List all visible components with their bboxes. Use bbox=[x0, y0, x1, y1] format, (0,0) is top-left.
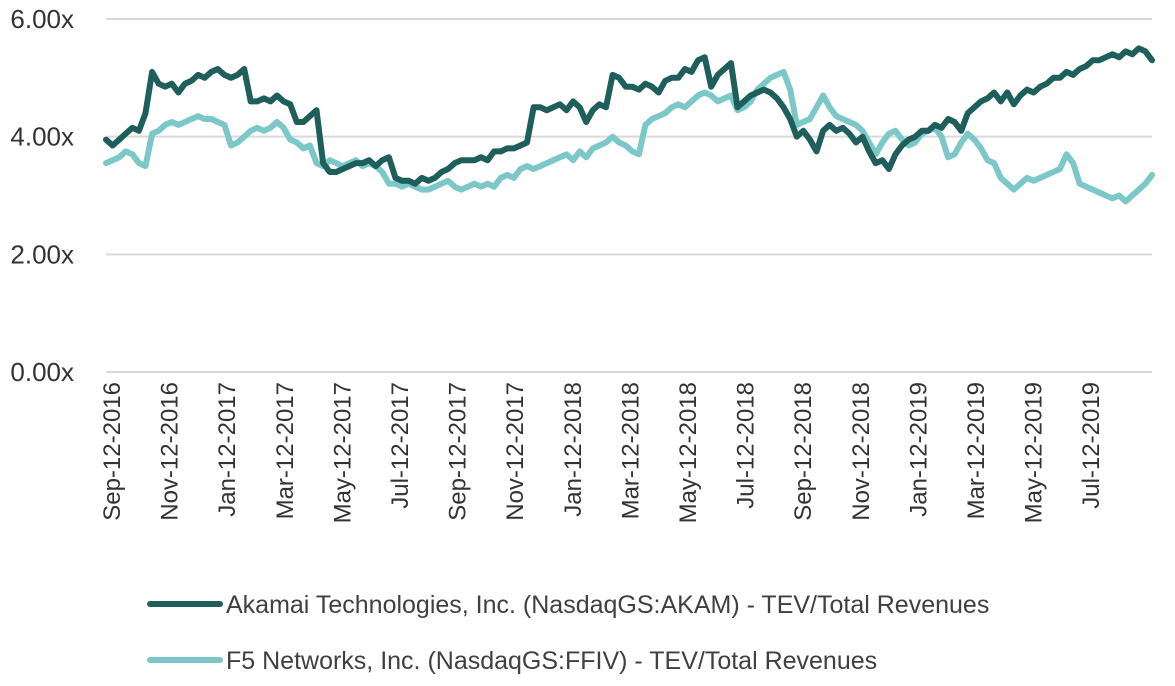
legend-label-akamai: Akamai Technologies, Inc. (NasdaqGS:AKAM… bbox=[226, 591, 989, 619]
x-tick-label: Mar-12-2017 bbox=[272, 382, 299, 519]
x-tick-label: Mar-12-2019 bbox=[963, 382, 990, 519]
x-tick-label: Sep-12-2016 bbox=[99, 382, 126, 521]
x-tick-label: May-12-2017 bbox=[329, 382, 356, 523]
x-tick-label: Jul-12-2018 bbox=[733, 382, 760, 509]
y-tick-label: 0.00x bbox=[10, 357, 74, 387]
x-tick-label: Jul-12-2017 bbox=[387, 382, 414, 509]
x-tick-label: Nov-12-2016 bbox=[157, 382, 184, 521]
x-tick-label: Sep-12-2018 bbox=[790, 382, 817, 521]
legend-label-f5: F5 Networks, Inc. (NasdaqGS:FFIV) - TEV/… bbox=[226, 647, 877, 675]
x-tick-label: Jan-12-2018 bbox=[560, 382, 587, 517]
x-tick-label: Jul-12-2019 bbox=[1078, 382, 1105, 509]
series-lines bbox=[103, 45, 1155, 205]
legend: Akamai Technologies, Inc. (NasdaqGS:AKAM… bbox=[147, 591, 989, 675]
x-tick-label: May-12-2018 bbox=[675, 382, 702, 523]
y-tick-label: 6.00x bbox=[10, 4, 74, 34]
gridlines bbox=[106, 18, 1152, 373]
x-tick-label: Sep-12-2017 bbox=[445, 382, 472, 521]
x-tick-label: Mar-12-2018 bbox=[617, 382, 644, 519]
series-line-f5 bbox=[103, 68, 1155, 205]
x-tick-label: Jan-12-2019 bbox=[905, 382, 932, 517]
series-line-akamai bbox=[103, 45, 1155, 187]
y-axis-ticks: 0.00x 2.00x 4.00x 6.00x bbox=[10, 4, 74, 387]
x-tick-label: Nov-12-2017 bbox=[502, 382, 529, 521]
x-axis-ticks: Sep-12-2016 Nov-12-2016 Jan-12-2017 Mar-12-… bbox=[99, 382, 1105, 523]
y-tick-label: 2.00x bbox=[10, 239, 74, 269]
x-tick-label: May-12-2019 bbox=[1021, 382, 1048, 523]
x-tick-label: Jan-12-2017 bbox=[214, 382, 241, 517]
y-tick-label: 4.00x bbox=[10, 122, 74, 152]
x-tick-label: Nov-12-2018 bbox=[848, 382, 875, 521]
